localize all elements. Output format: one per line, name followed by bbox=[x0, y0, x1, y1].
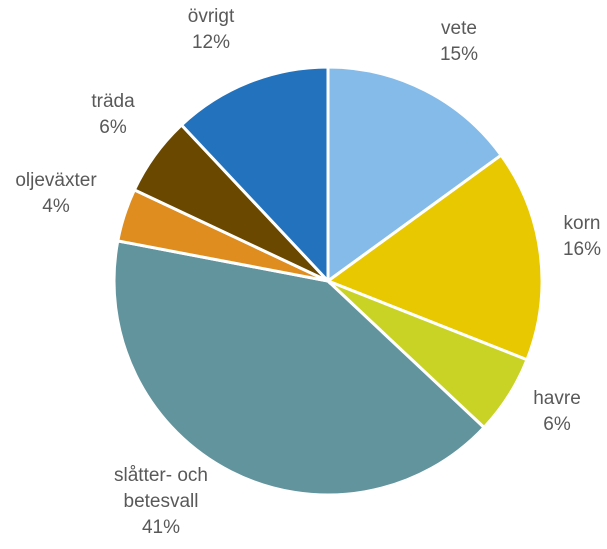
slice-category-label: träda bbox=[91, 91, 135, 112]
slice-category-label: övrigt bbox=[188, 6, 235, 27]
slice-category-label: vete bbox=[441, 18, 477, 39]
slice-label-trada: träda 6% bbox=[91, 91, 135, 138]
slice-label-korn: korn 16% bbox=[563, 213, 601, 260]
slice-category-label: oljeväxter bbox=[15, 170, 97, 191]
slice-percent-label: 15% bbox=[440, 44, 478, 65]
slice-category-label: havre bbox=[533, 388, 581, 409]
slice-percent-label: 12% bbox=[192, 32, 230, 53]
slice-percent-label: 16% bbox=[563, 239, 601, 260]
pie-slice-ovrigt bbox=[179, 65, 330, 285]
slice-percent-label: 4% bbox=[42, 196, 70, 217]
slice-label-oljevaxter: oljeväxter 4% bbox=[15, 170, 97, 217]
slice-label-havre: havre 6% bbox=[533, 388, 581, 435]
slice-category-label: slåtter- och bbox=[114, 465, 208, 486]
pie-slices bbox=[112, 65, 544, 497]
pie-labels: vete 15% korn 16% havre 6% slåtter- och betesva… bbox=[15, 6, 601, 538]
pie-slice-vete bbox=[326, 65, 504, 284]
pie-slice-slatter-och-betesvall bbox=[112, 239, 487, 497]
slice-percent-label: 6% bbox=[543, 414, 571, 435]
slice-category-label: betesvall bbox=[124, 491, 199, 512]
slice-category-label: korn bbox=[564, 213, 601, 234]
slice-label-slatter-och-betesvall: slåtter- och betesvall 41% bbox=[114, 465, 208, 538]
slice-label-ovrigt: övrigt 12% bbox=[188, 6, 235, 53]
slice-label-vete: vete 15% bbox=[440, 18, 478, 65]
slice-percent-label: 41% bbox=[142, 517, 180, 538]
slice-percent-label: 6% bbox=[99, 117, 127, 138]
pie-slice-korn bbox=[324, 153, 544, 362]
